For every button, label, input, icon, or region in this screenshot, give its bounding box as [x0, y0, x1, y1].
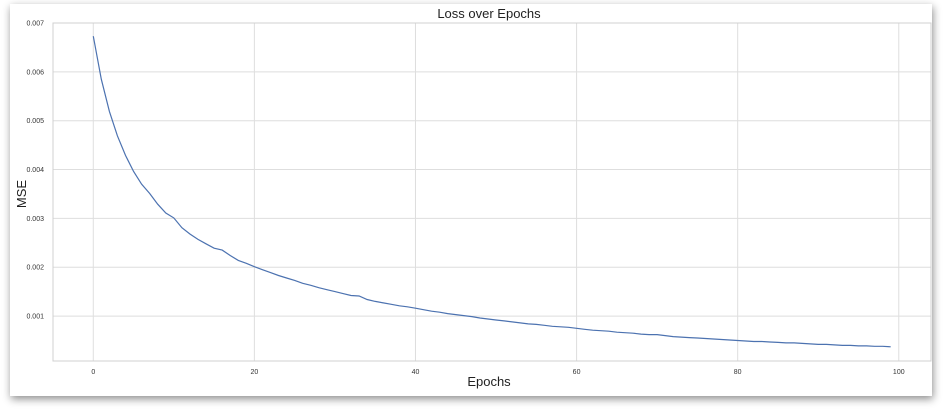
y-tick-label: 0.001 [26, 314, 44, 321]
x-tick-label: 20 [250, 369, 258, 376]
y-tick-label: 0.002 [26, 265, 44, 272]
grid-layer [53, 22, 931, 361]
y-tick-label: 0.005 [26, 118, 44, 125]
y-tick-label: 0.006 [26, 69, 44, 76]
chart-title: Loss over Epochs [437, 6, 541, 21]
loss-series-line [92, 36, 891, 348]
x-tick-label: 80 [734, 369, 742, 376]
y-tick-label: 0.003 [26, 216, 44, 223]
tick-labels: 0 20 40 60 80 100 0.001 0.002 0.003 0.004 0.005 0.0… [26, 21, 904, 377]
x-tick-label: 40 [412, 369, 420, 376]
x-tick-label: 0 [91, 369, 95, 376]
chart-frame: 0 20 40 60 80 100 0.001 0.002 0.003 0.004 0.005 0.0… [10, 4, 932, 396]
series-layer [92, 36, 891, 348]
line-chart: 0 20 40 60 80 100 0.001 0.002 0.003 0.004 0.005 0.0… [14, 6, 932, 389]
x-tick-label: 60 [573, 369, 581, 376]
plot-area-border [52, 22, 932, 362]
y-tick-label: 0.007 [26, 21, 44, 28]
y-axis-label: MSE [14, 180, 29, 209]
y-tick-label: 0.004 [26, 167, 44, 174]
x-axis-label: Epochs [467, 374, 511, 389]
x-tick-label: 100 [893, 369, 905, 376]
